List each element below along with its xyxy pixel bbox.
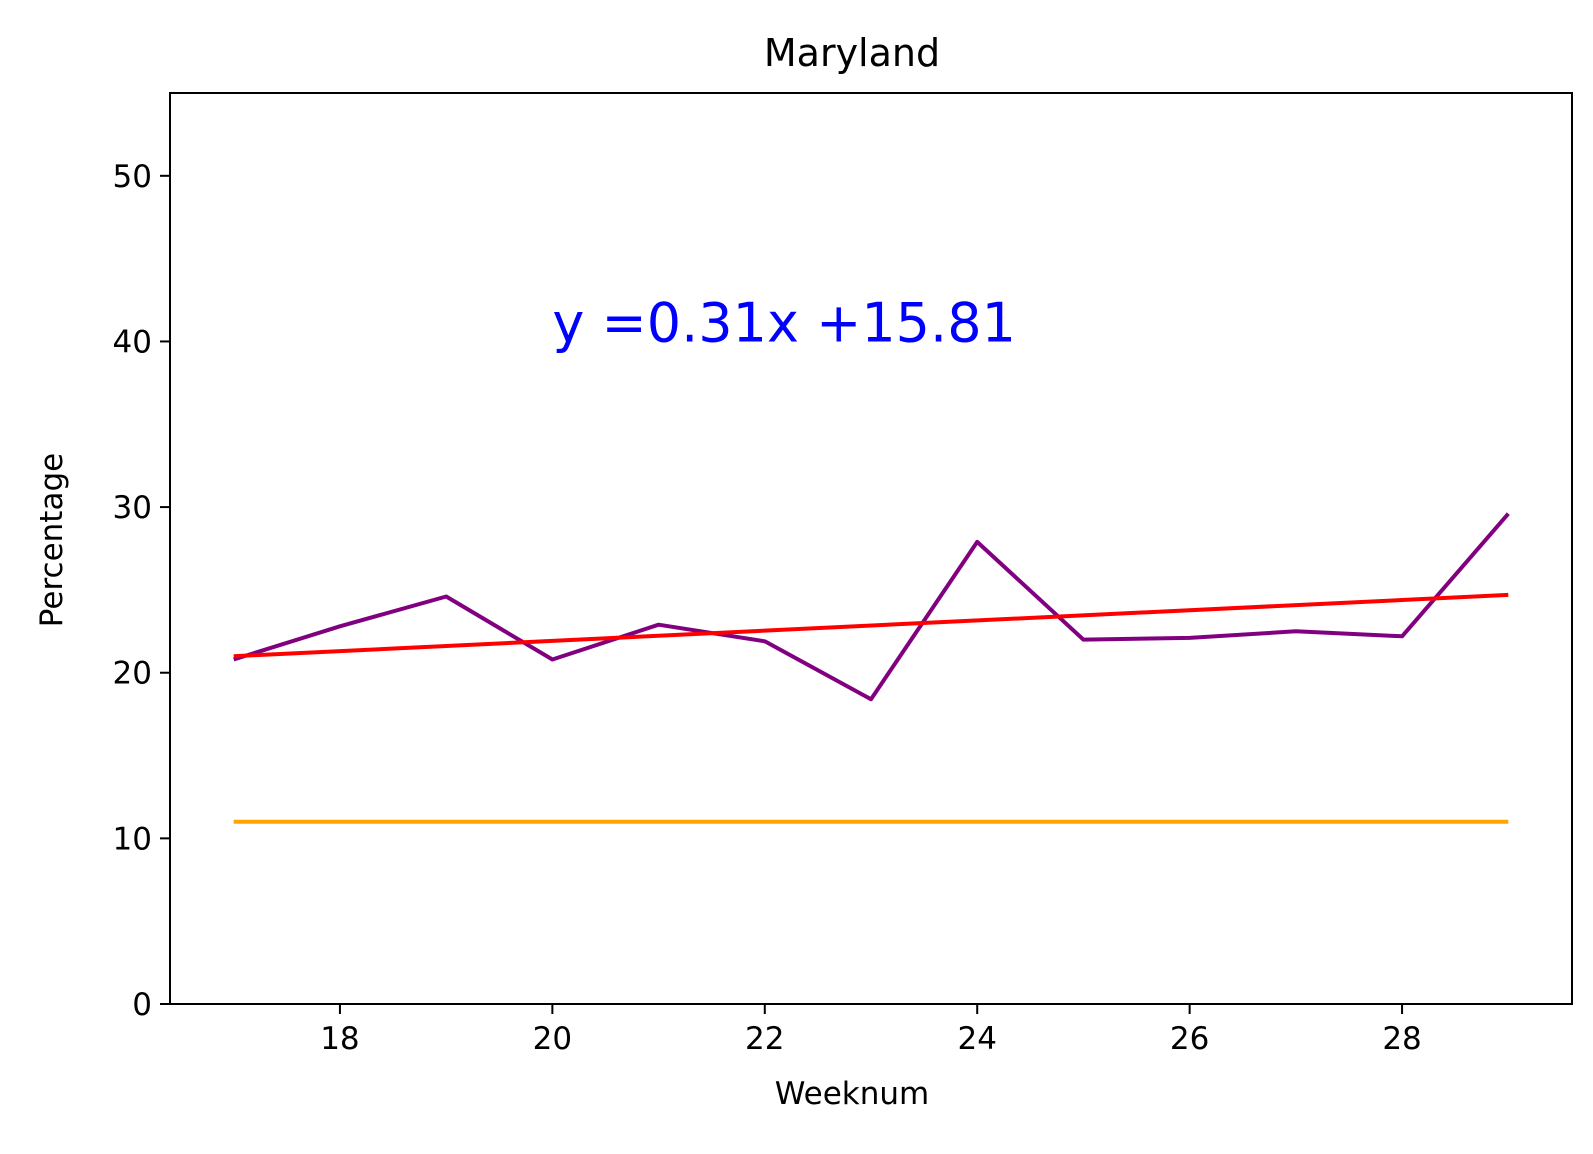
- plot-area: [169, 92, 1573, 1005]
- x-tick-label: 28: [1382, 1021, 1421, 1057]
- x-tick-label: 22: [745, 1021, 784, 1057]
- regression-equation-annotation: y =0.31x +15.81: [552, 291, 1016, 354]
- chart-title: Maryland: [764, 31, 940, 75]
- y-tick-label: 0: [132, 987, 152, 1023]
- plot-frame: [169, 92, 1573, 1005]
- series-line-2: [233, 592, 1509, 659]
- y-tick-label: 10: [113, 821, 152, 857]
- y-tick-label: 40: [113, 324, 152, 360]
- x-tick-label: 26: [1170, 1021, 1209, 1057]
- x-tick-label: 20: [533, 1021, 572, 1057]
- y-axis-label: Percentage: [34, 453, 70, 627]
- series-line-1: [233, 512, 1510, 702]
- y-tick-label: 30: [113, 490, 152, 526]
- x-axis-label: Weeknum: [775, 1076, 929, 1112]
- y-tick-label: 20: [113, 656, 152, 692]
- x-tick-label: 24: [957, 1021, 996, 1057]
- y-tick-label: 50: [113, 159, 152, 195]
- x-tick-label: 18: [320, 1021, 359, 1057]
- axes-ticks: 18 20 22 24 26 28 0 10 20 30 40 50: [113, 159, 1422, 1057]
